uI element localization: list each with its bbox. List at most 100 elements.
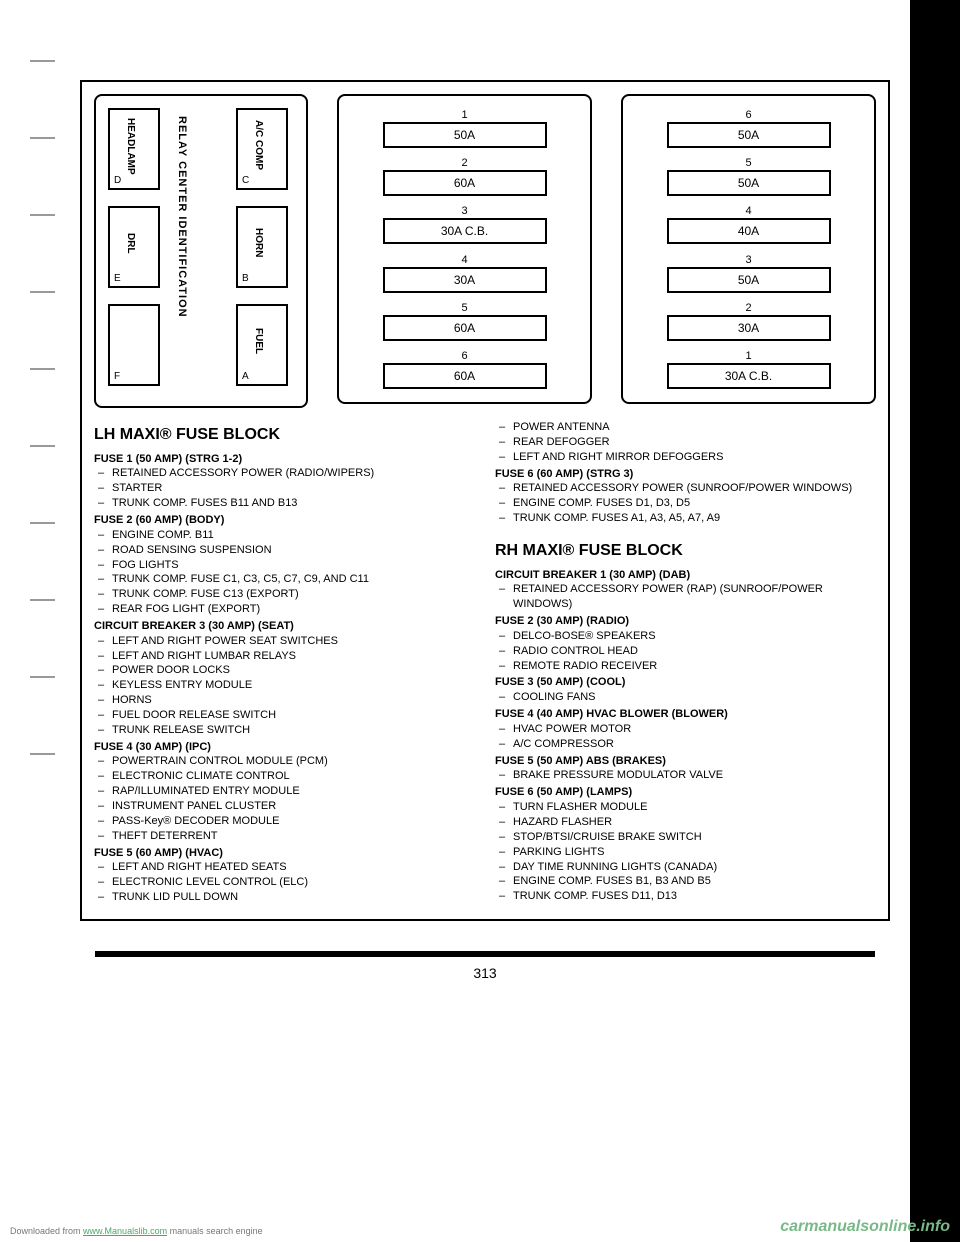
fuse-item: LEFT AND RIGHT POWER SEAT SWITCHES — [112, 634, 475, 649]
fuse-item-list: LEFT AND RIGHT POWER SEAT SWITCHESLEFT A… — [94, 634, 475, 738]
fuse-item-list: LEFT AND RIGHT HEATED SEATSELECTRONIC LE… — [94, 860, 475, 905]
fuse-item-list: COOLING FANS — [495, 690, 876, 705]
fuse-heading: FUSE 2 (30 AMP) (RADIO) — [495, 614, 876, 629]
fuse-row: 650A — [623, 109, 874, 148]
page-content: RELAY CENTER IDENTIFICATION HEADLAMP D D… — [80, 80, 890, 1170]
fuse-item-list: DELCO-BOSE® SPEAKERSRADIO CONTROL HEADRE… — [495, 629, 876, 674]
content-frame: RELAY CENTER IDENTIFICATION HEADLAMP D D… — [80, 80, 890, 921]
watermark: carmanualsonline.info — [780, 1218, 950, 1236]
fuse-item: TRUNK COMP. FUSE C13 (EXPORT) — [112, 587, 475, 602]
fuse-amp-box: 50A — [667, 267, 831, 293]
fuse-item-list: TURN FLASHER MODULEHAZARD FLASHERSTOP/BT… — [495, 800, 876, 904]
fuse-item: LEFT AND RIGHT MIRROR DEFOGGERS — [513, 450, 876, 465]
fuse-row: 330A C.B. — [339, 205, 590, 244]
fuse-row: 660A — [339, 350, 590, 389]
fuse-row: 260A — [339, 157, 590, 196]
fuse-item: POWER DOOR LOCKS — [112, 663, 475, 678]
fuse-item: A/C COMPRESSOR — [513, 737, 876, 752]
fuse-item: HORNS — [112, 693, 475, 708]
fuse-amp-box: 60A — [383, 170, 547, 196]
fuse-item: REAR FOG LIGHT (EXPORT) — [112, 602, 475, 617]
fuse-item: TRUNK COMP. FUSES B11 AND B13 — [112, 496, 475, 511]
fuse-item: FOG LIGHTS — [112, 558, 475, 573]
relay-center-title: RELAY CENTER IDENTIFICATION — [176, 116, 188, 318]
fuse-number: 3 — [745, 254, 751, 266]
relay-slot-accomp: A/C COMP C — [236, 108, 288, 190]
fuse-item: TRUNK COMP. FUSE C1, C3, C5, C7, C9, AND… — [112, 572, 475, 587]
fuse-row: 560A — [339, 302, 590, 341]
page-rule — [95, 951, 875, 957]
fuse-item: LEFT AND RIGHT HEATED SEATS — [112, 860, 475, 875]
fuse-amp-box: 30A — [667, 315, 831, 341]
fuse-item: RETAINED ACCESSORY POWER (RAP) (SUNROOF/… — [513, 582, 876, 612]
fuse-item-list: BRAKE PRESSURE MODULATOR VALVE — [495, 768, 876, 783]
fuse-number: 6 — [745, 109, 751, 121]
fuse-number: 4 — [461, 254, 467, 266]
diagrams-row: RELAY CENTER IDENTIFICATION HEADLAMP D D… — [94, 94, 876, 408]
fuse-item: POWER ANTENNA — [513, 420, 876, 435]
fuse-number: 2 — [461, 157, 467, 169]
fuse-heading: FUSE 5 (60 AMP) (HVAC) — [94, 846, 475, 861]
fuse-amp-box: 60A — [383, 363, 547, 389]
fuse-number: 1 — [745, 350, 751, 362]
fuse-item-list: POWERTRAIN CONTROL MODULE (PCM)ELECTRONI… — [94, 754, 475, 843]
fuse-item: DELCO-BOSE® SPEAKERS — [513, 629, 876, 644]
fuse-item: RAP/ILLUMINATED ENTRY MODULE — [112, 784, 475, 799]
fuse-number: 1 — [461, 109, 467, 121]
fuse-item: BRAKE PRESSURE MODULATOR VALVE — [513, 768, 876, 783]
fuse-heading: FUSE 1 (50 AMP) (STRG 1-2) — [94, 452, 475, 467]
fuse-number: 5 — [745, 157, 751, 169]
relay-slot-f: F — [108, 304, 160, 386]
fuse-item: ELECTRONIC LEVEL CONTROL (ELC) — [112, 875, 475, 890]
fuse-item: KEYLESS ENTRY MODULE — [112, 678, 475, 693]
fuse-item: LEFT AND RIGHT LUMBAR RELAYS — [112, 649, 475, 664]
fuse-row: 440A — [623, 205, 874, 244]
fuse-amp-box: 50A — [667, 170, 831, 196]
fuse-item: REAR DEFOGGER — [513, 435, 876, 450]
fuse-amp-box: 50A — [667, 122, 831, 148]
fuse-item: HAZARD FLASHER — [513, 815, 876, 830]
fuse-item: REMOTE RADIO RECEIVER — [513, 659, 876, 674]
fuse-row: 230A — [623, 302, 874, 341]
fuse-heading: FUSE 2 (60 AMP) (BODY) — [94, 513, 475, 528]
rh-fuse-panel: 650A550A440A350A230A130A C.B. — [621, 94, 876, 404]
fuse-item: HVAC POWER MOTOR — [513, 722, 876, 737]
fuse-item: PARKING LIGHTS — [513, 845, 876, 860]
fuse-heading: FUSE 5 (50 AMP) ABS (BRAKES) — [495, 754, 876, 769]
fuse-item: POWERTRAIN CONTROL MODULE (PCM) — [112, 754, 475, 769]
fuse-item: ENGINE COMP. FUSES B1, B3 AND B5 — [513, 874, 876, 889]
relay-center-panel: RELAY CENTER IDENTIFICATION HEADLAMP D D… — [94, 94, 308, 408]
fuse-item: ENGINE COMP. B11 — [112, 528, 475, 543]
relay-slot-horn: HORN B — [236, 206, 288, 288]
fuse-amp-box: 30A C.B. — [667, 363, 831, 389]
footer-link[interactable]: www.Manualslib.com — [83, 1226, 167, 1236]
fuse6-heading: FUSE 6 (60 AMP) (STRG 3) — [495, 467, 876, 482]
fuse-item-list: RETAINED ACCESSORY POWER (RAP) (SUNROOF/… — [495, 582, 876, 612]
fuse-item: TURN FLASHER MODULE — [513, 800, 876, 815]
fuse-item-list: HVAC POWER MOTORA/C COMPRESSOR — [495, 722, 876, 752]
fuse-amp-box: 40A — [667, 218, 831, 244]
fuse-row: 150A — [339, 109, 590, 148]
fuse-item: THEFT DETERRENT — [112, 829, 475, 844]
fuse-item: ELECTRONIC CLIMATE CONTROL — [112, 769, 475, 784]
fuse-item: INSTRUMENT PANEL CLUSTER — [112, 799, 475, 814]
fuse-amp-box: 50A — [383, 122, 547, 148]
fuse-item: RADIO CONTROL HEAD — [513, 644, 876, 659]
text-section: LH MAXI® FUSE BLOCK FUSE 1 (50 AMP) (STR… — [94, 420, 876, 907]
fuse-row: 430A — [339, 254, 590, 293]
fuse-item: COOLING FANS — [513, 690, 876, 705]
footer: Downloaded from www.Manualslib.com manua… — [10, 1226, 263, 1236]
fuse-item: PASS-Key® DECODER MODULE — [112, 814, 475, 829]
fuse-heading: CIRCUIT BREAKER 1 (30 AMP) (DAB) — [495, 568, 876, 583]
fuse-number: 6 — [461, 350, 467, 362]
fuse-heading: FUSE 4 (40 AMP) HVAC BLOWER (BLOWER) — [495, 707, 876, 722]
fuse-row: 550A — [623, 157, 874, 196]
fuse5-continued-list: POWER ANTENNAREAR DEFOGGERLEFT AND RIGHT… — [495, 420, 876, 465]
fuse-number: 5 — [461, 302, 467, 314]
fuse-heading: FUSE 6 (50 AMP) (LAMPS) — [495, 785, 876, 800]
fuse-row: 350A — [623, 254, 874, 293]
fuse-item-list: ENGINE COMP. B11ROAD SENSING SUSPENSIONF… — [94, 528, 475, 617]
fuse-number: 4 — [745, 205, 751, 217]
fuse-item: TRUNK COMP. FUSES A1, A3, A5, A7, A9 — [513, 511, 876, 526]
fuse-heading: FUSE 3 (50 AMP) (COOL) — [495, 675, 876, 690]
